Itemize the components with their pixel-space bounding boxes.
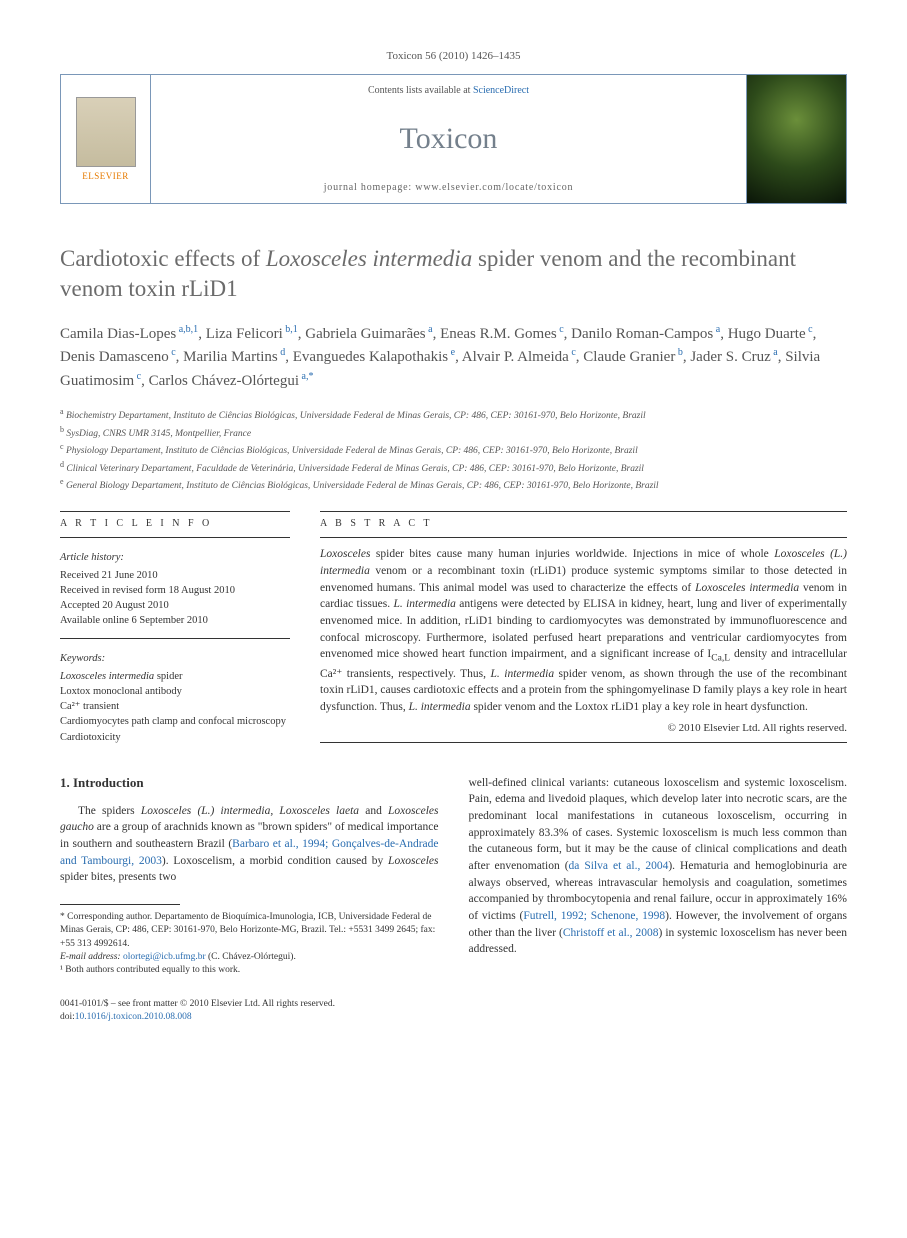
email-link[interactable]: olortegi@icb.ufmg.br [123,952,206,962]
abstract-text: Loxosceles spider bites cause many human… [320,546,847,715]
journal-header-box: ELSEVIER Contents lists available at Sci… [60,74,847,204]
homepage-prefix: journal homepage: [324,182,416,193]
keyword-line: Ca²⁺ transient [60,699,290,714]
history-line: Available online 6 September 2010 [60,613,290,628]
email-suffix: (C. Chávez-Olórtegui). [206,952,296,962]
contents-prefix: Contents lists available at [368,85,473,96]
title-italic: Loxosceles intermedia [266,246,472,271]
issn-copyright-line: 0041-0101/$ – see front matter © 2010 El… [60,998,439,1011]
article-title: Cardiotoxic effects of Loxosceles interm… [60,244,847,304]
keyword-line: Cardiotoxicity [60,730,290,745]
keyword-line: Loxtox monoclonal antibody [60,684,290,699]
keyword-line: Loxosceles intermedia spider [60,669,290,684]
keywords-heading: Keywords: [60,651,290,666]
email-label: E-mail address: [60,952,123,962]
article-info-column: A R T I C L E I N F O Article history: R… [60,509,290,744]
affiliations-block: a Biochemistry Departament, Instituto de… [60,406,847,493]
abstract-column: A B S T R A C T Loxosceles spider bites … [320,509,847,744]
history-line: Received 21 June 2010 [60,568,290,583]
publisher-logo-cell: ELSEVIER [61,75,151,203]
affiliation-line: e General Biology Departament, Instituto… [60,476,847,493]
publisher-label: ELSEVIER [82,171,129,181]
journal-reference: Toxicon 56 (2010) 1426–1435 [60,50,847,62]
authors-list: Camila Dias-Lopes a,b,1, Liza Felicori b… [60,322,847,393]
history-line: Accepted 20 August 2010 [60,598,290,613]
email-line: E-mail address: olortegi@icb.ufmg.br (C.… [60,951,439,964]
journal-homepage-line: journal homepage: www.elsevier.com/locat… [165,182,732,193]
history-heading: Article history: [60,550,290,565]
header-center: Contents lists available at ScienceDirec… [151,75,746,203]
affiliation-line: d Clinical Veterinary Departament, Facul… [60,459,847,476]
doi-line: doi:10.1016/j.toxicon.2010.08.008 [60,1011,439,1024]
journal-cover-cell [746,75,846,203]
doi-label: doi: [60,1012,75,1022]
affiliation-line: c Physiology Departament, Instituto de C… [60,441,847,458]
history-line: Received in revised form 18 August 2010 [60,583,290,598]
affiliation-line: a Biochemistry Departament, Instituto de… [60,406,847,423]
elsevier-tree-icon [76,97,136,167]
intro-heading: 1. Introduction [60,775,439,791]
intro-paragraph-2: well-defined clinical variants: cutaneou… [469,775,848,958]
footnotes-block: * Corresponding author. Departamento de … [60,911,439,977]
journal-name: Toxicon [165,122,732,156]
equal-contribution-note: ¹ Both authors contributed equally to th… [60,964,439,977]
contents-available-line: Contents lists available at ScienceDirec… [165,85,732,96]
body-left-column: 1. Introduction The spiders Loxosceles (… [60,775,439,1024]
corresponding-author-note: * Corresponding author. Departamento de … [60,911,439,951]
affiliation-line: b SysDiag, CNRS UMR 3145, Montpellier, F… [60,424,847,441]
journal-cover-image [747,75,846,203]
abstract-copyright: © 2010 Elsevier Ltd. All rights reserved… [320,722,847,734]
title-pre: Cardiotoxic effects of [60,246,266,271]
doi-link[interactable]: 10.1016/j.toxicon.2010.08.008 [75,1012,192,1022]
abstract-label: A B S T R A C T [320,518,847,529]
article-info-label: A R T I C L E I N F O [60,518,290,529]
sciencedirect-link[interactable]: ScienceDirect [473,85,529,96]
homepage-url[interactable]: www.elsevier.com/locate/toxicon [415,182,573,193]
footer-lines: 0041-0101/$ – see front matter © 2010 El… [60,998,439,1025]
intro-paragraph-1: The spiders Loxosceles (L.) intermedia, … [60,803,439,886]
body-right-column: well-defined clinical variants: cutaneou… [469,775,848,1024]
keyword-line: Cardiomyocytes path clamp and confocal m… [60,714,290,729]
